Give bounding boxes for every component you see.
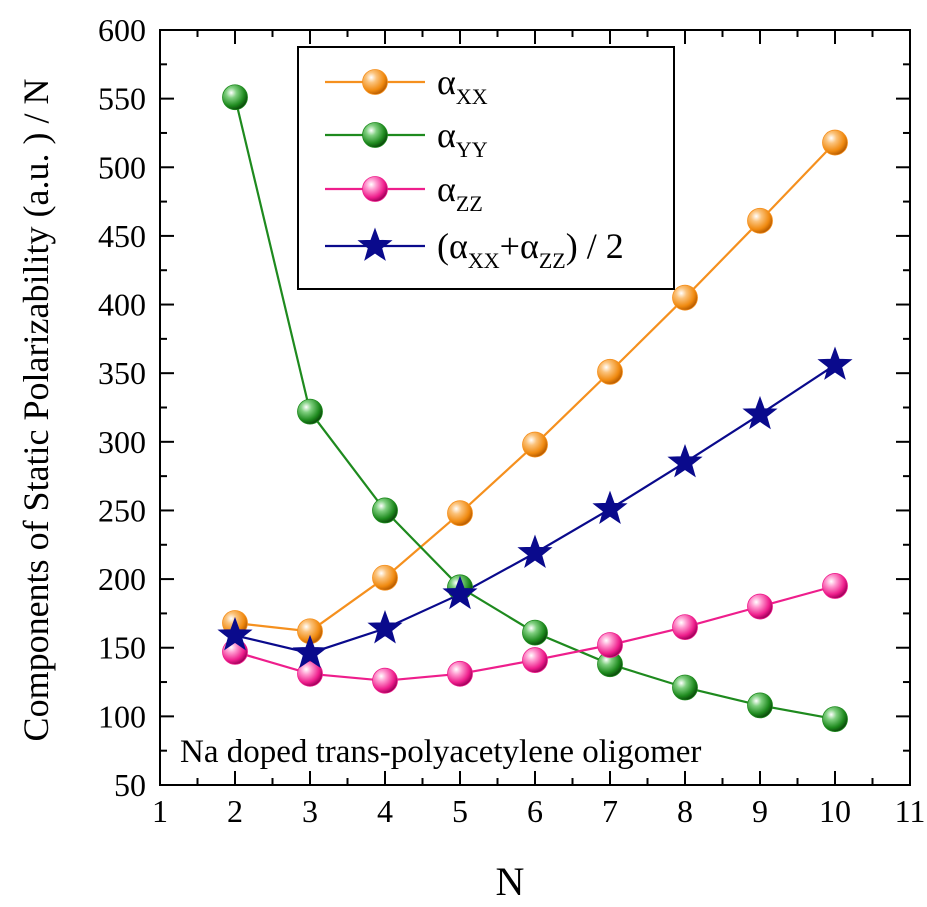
data-point-ayy bbox=[672, 674, 698, 701]
y-tick-label: 50 bbox=[114, 767, 146, 803]
x-tick-label: 1 bbox=[152, 793, 168, 829]
y-tick-label: 600 bbox=[98, 12, 146, 48]
data-point-azz bbox=[822, 573, 848, 599]
data-point-ayy bbox=[297, 398, 323, 425]
data-point-avg bbox=[517, 534, 553, 568]
legend-marker-azz bbox=[362, 176, 388, 202]
legend-marker-axx bbox=[362, 69, 388, 95]
data-point-avg bbox=[667, 443, 703, 478]
data-point-axx bbox=[522, 431, 548, 458]
y-tick-label: 300 bbox=[98, 424, 146, 460]
data-point-ayy bbox=[522, 619, 548, 646]
data-point-axx bbox=[672, 284, 698, 311]
y-tick-label: 250 bbox=[98, 492, 146, 528]
y-tick-label: 200 bbox=[98, 561, 146, 597]
data-point-avg bbox=[817, 346, 853, 380]
y-tick-label: 500 bbox=[98, 149, 146, 185]
y-axis-label: Components of Static Polarizability (a.u… bbox=[16, 79, 56, 742]
y-tick-label: 350 bbox=[98, 355, 146, 391]
x-axis-label: N bbox=[496, 859, 525, 904]
axes: 1 2 3 4 5 6 7 8 9 10 11 50 100 150 200 250 300 350 400 450 5… bbox=[98, 12, 925, 829]
legend-label-axx: αXX bbox=[437, 62, 488, 109]
data-point-axx bbox=[597, 358, 623, 385]
x-tick-label: 4 bbox=[377, 793, 393, 829]
x-tick-label: 9 bbox=[752, 793, 768, 829]
y-tick-label: 150 bbox=[98, 630, 146, 666]
data-point-ayy bbox=[222, 84, 248, 111]
y-tick-label: 450 bbox=[98, 218, 146, 254]
y-tick-label: 400 bbox=[98, 287, 146, 323]
data-point-avg bbox=[367, 610, 403, 644]
x-tick-label: 2 bbox=[227, 793, 243, 829]
legend-label-avg: (αXX+αZZ) / 2 bbox=[437, 226, 624, 273]
data-point-axx bbox=[447, 500, 473, 527]
data-point-avg bbox=[742, 395, 778, 430]
data-point-avg bbox=[217, 616, 253, 651]
data-point-azz bbox=[522, 647, 548, 673]
data-point-avg bbox=[292, 634, 328, 669]
y-tick-label: 550 bbox=[98, 81, 146, 117]
x-tick-label: 10 bbox=[819, 793, 851, 829]
x-tick-label: 11 bbox=[895, 793, 926, 829]
data-point-azz bbox=[447, 660, 473, 687]
x-tick-label: 5 bbox=[452, 793, 468, 829]
data-point-axx bbox=[747, 207, 773, 234]
data-point-azz bbox=[297, 660, 323, 687]
data-point-azz bbox=[672, 614, 698, 641]
data-point-avg bbox=[592, 490, 628, 525]
data-point-azz bbox=[747, 593, 773, 620]
x-tick-label: 6 bbox=[527, 793, 543, 829]
x-tick-label: 3 bbox=[302, 793, 318, 829]
x-tick-label: 8 bbox=[677, 793, 693, 829]
annotation: Na doped trans-polyacetylene oligomer bbox=[180, 734, 701, 770]
data-point-ayy bbox=[372, 497, 398, 524]
legend-label-azz: αZZ bbox=[437, 169, 483, 216]
data-point-ayy bbox=[822, 706, 848, 733]
data-point-azz bbox=[597, 632, 623, 658]
data-point-axx bbox=[372, 564, 398, 591]
legend: αXX αYY αZZ (αXX+αZZ) / 2 bbox=[297, 46, 675, 290]
series-markers bbox=[217, 84, 853, 733]
y-tick-label: 100 bbox=[98, 698, 146, 734]
legend-box bbox=[297, 46, 675, 290]
legend-label-ayy: αYY bbox=[437, 115, 488, 162]
data-point-ayy bbox=[747, 692, 773, 719]
data-point-avg bbox=[442, 575, 478, 610]
data-point-axx bbox=[822, 129, 848, 156]
legend-marker-ayy bbox=[362, 122, 388, 148]
data-point-azz bbox=[372, 667, 398, 694]
legend-marker-avg bbox=[357, 227, 393, 261]
x-tick-label: 7 bbox=[602, 793, 618, 829]
